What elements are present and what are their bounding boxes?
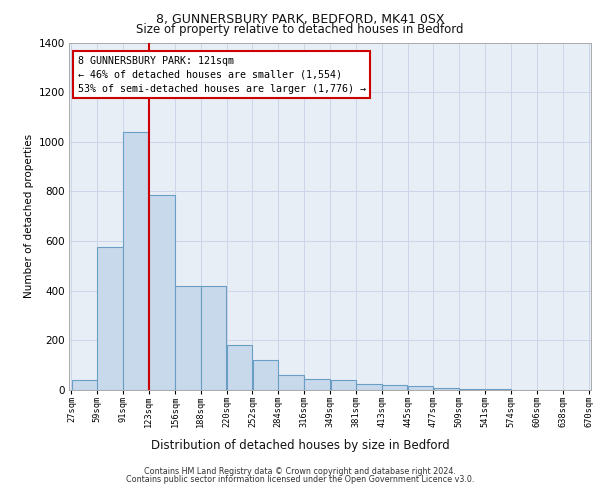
Bar — [331, 380, 356, 390]
Bar — [201, 286, 226, 390]
Text: Size of property relative to detached houses in Bedford: Size of property relative to detached ho… — [136, 22, 464, 36]
Bar — [356, 384, 382, 390]
Bar — [278, 375, 304, 390]
Bar — [304, 379, 330, 390]
Bar — [123, 132, 148, 390]
Bar — [71, 380, 97, 390]
Bar — [149, 195, 175, 390]
Text: 8 GUNNERSBURY PARK: 121sqm
← 46% of detached houses are smaller (1,554)
53% of s: 8 GUNNERSBURY PARK: 121sqm ← 46% of deta… — [78, 56, 366, 94]
Bar — [227, 346, 252, 390]
Bar — [434, 388, 459, 390]
Text: Contains HM Land Registry data © Crown copyright and database right 2024.: Contains HM Land Registry data © Crown c… — [144, 467, 456, 476]
Bar — [459, 389, 485, 390]
Bar — [485, 389, 511, 390]
Text: 8, GUNNERSBURY PARK, BEDFORD, MK41 0SX: 8, GUNNERSBURY PARK, BEDFORD, MK41 0SX — [156, 12, 444, 26]
Bar — [97, 248, 122, 390]
Bar — [408, 386, 433, 390]
Y-axis label: Number of detached properties: Number of detached properties — [25, 134, 34, 298]
Text: Contains public sector information licensed under the Open Government Licence v3: Contains public sector information licen… — [126, 475, 474, 484]
Text: Distribution of detached houses by size in Bedford: Distribution of detached houses by size … — [151, 440, 449, 452]
Bar — [175, 286, 201, 390]
Bar — [253, 360, 278, 390]
Bar — [382, 385, 407, 390]
